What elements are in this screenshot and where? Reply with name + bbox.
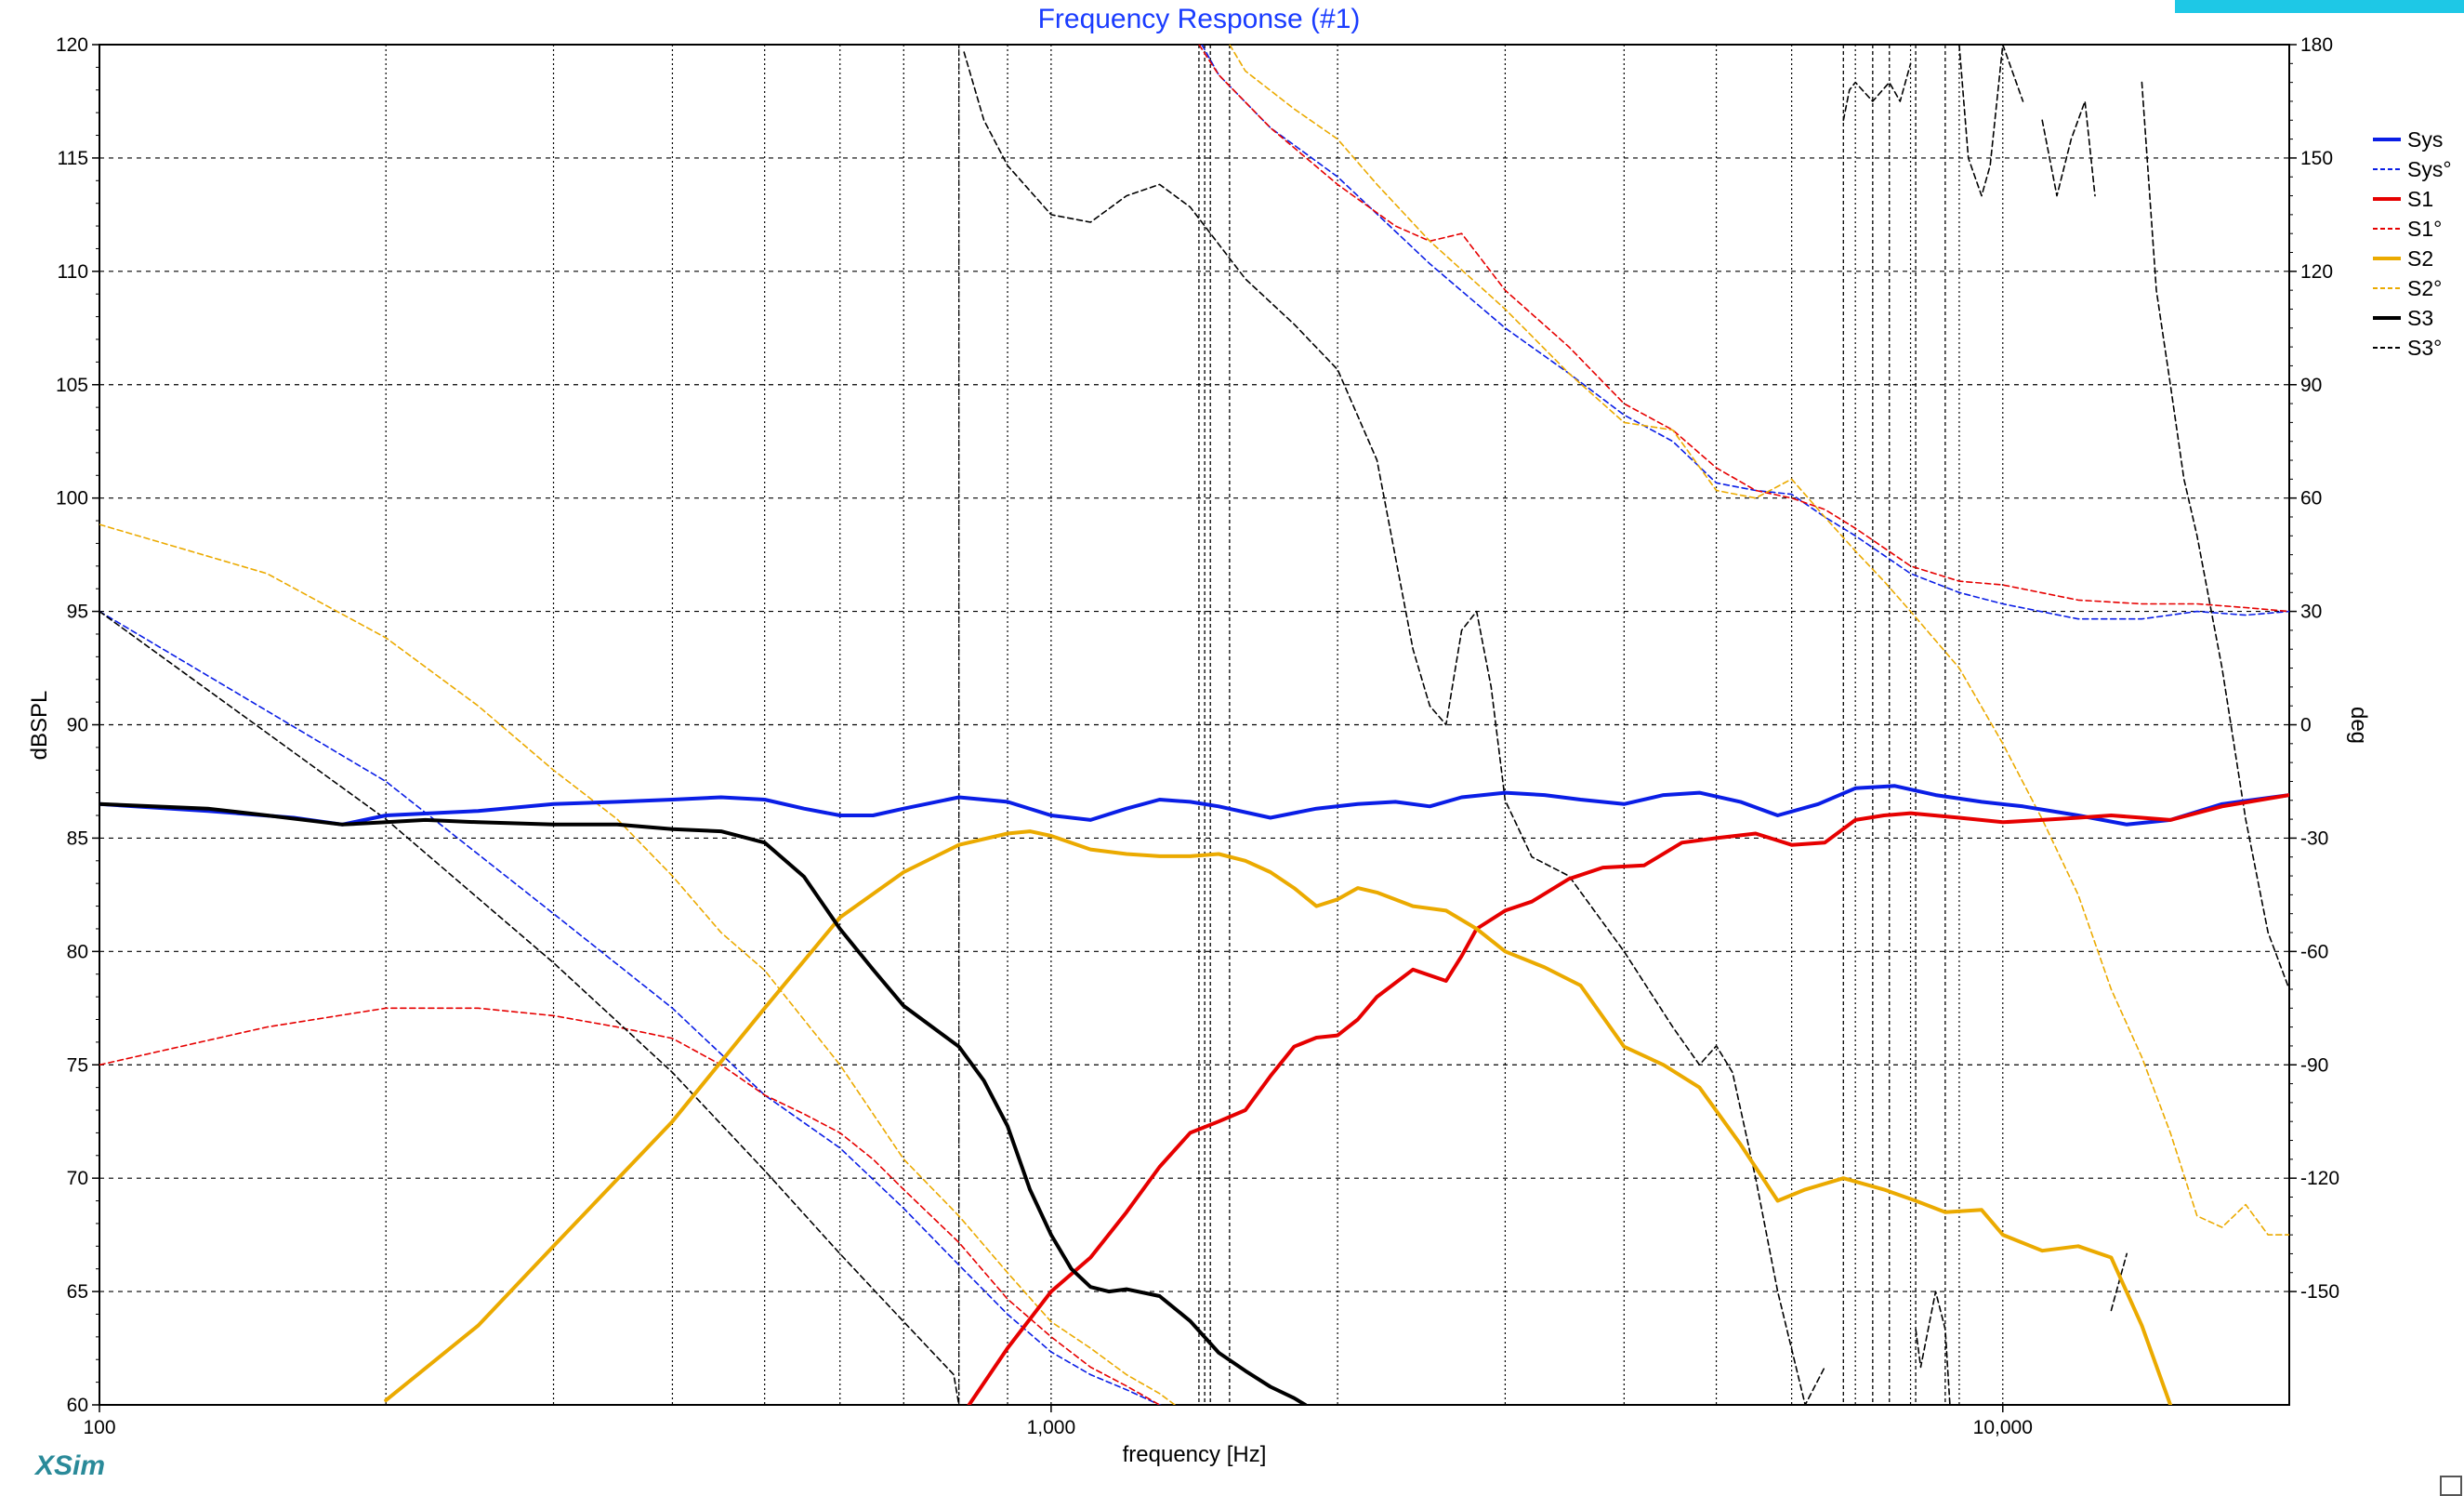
- y-tick-label: 70: [67, 1168, 88, 1189]
- y2-tick-label: 90: [2300, 375, 2322, 396]
- y2-tick-label: 180: [2300, 34, 2333, 56]
- legend-label: S3°: [2407, 336, 2442, 360]
- series-line-s2: [384, 829, 2173, 1405]
- y-axis-left: 60 65 70 75 80 85 90 95 100 105 110 115 120: [56, 34, 99, 1416]
- y2-tick-label: -120: [2300, 1168, 2339, 1189]
- y2-tick-label: 60: [2300, 488, 2322, 510]
- legend-label: Sys: [2407, 127, 2443, 152]
- corner-button[interactable]: [2175, 0, 2464, 13]
- y2-tick-label: -90: [2300, 1054, 2328, 1076]
- y-tick-label: 115: [58, 148, 88, 169]
- series-line-s3-phase: [99, 45, 2289, 1405]
- y2-tick-label: 120: [2300, 261, 2333, 283]
- y-tick-label: 90: [67, 715, 88, 736]
- x-axis-label: frequency [Hz]: [1123, 1442, 1267, 1467]
- series-line-s1: [967, 793, 2289, 1405]
- y2-axis-label: deg: [2346, 707, 2371, 744]
- y-axis-right: 180 150 120 90 60 30 0 -30 -60 -90 -120 -150: [2289, 34, 2339, 1303]
- legend-label: S2°: [2407, 276, 2442, 300]
- series-line-s1-phase: [99, 45, 2289, 1405]
- y2-tick-label: -60: [2300, 941, 2328, 962]
- x-axis: 100 1,000 10,000: [83, 1405, 2033, 1438]
- y-tick-label: 105: [56, 375, 88, 396]
- series-line-s3: [99, 801, 1308, 1405]
- y-tick-label: 60: [67, 1395, 88, 1416]
- app-brand-logo: XSim: [33, 1450, 105, 1481]
- series-line-sys-phase: [99, 45, 2289, 1405]
- y-tick-label: 65: [67, 1281, 88, 1303]
- y-axis-label: dBSPL: [27, 691, 52, 761]
- x-tick-label: 100: [83, 1417, 115, 1438]
- grid: [99, 45, 2289, 1405]
- y-tick-label: 110: [58, 261, 88, 283]
- y2-tick-label: -150: [2300, 1281, 2339, 1303]
- y-tick-label: 100: [56, 488, 88, 510]
- legend-label: S3: [2407, 306, 2433, 330]
- series-line-s2-phase: [99, 45, 2289, 1405]
- y2-tick-label: 0: [2300, 715, 2312, 736]
- plot-area: [99, 45, 2289, 1405]
- legend-label: Sys°: [2407, 157, 2452, 181]
- legend: Sys Sys° S1 S1° S2 S2° S3 S3°: [2373, 127, 2452, 360]
- y-tick-label: 120: [56, 34, 88, 56]
- y-tick-label: 85: [67, 827, 88, 849]
- y2-tick-label: 30: [2300, 602, 2322, 623]
- legend-label: S1: [2407, 187, 2433, 211]
- y-tick-label: 75: [67, 1054, 88, 1076]
- y2-tick-label: 150: [2300, 148, 2333, 169]
- x-tick-label: 10,000: [1973, 1417, 2033, 1438]
- y-tick-label: 80: [67, 941, 88, 962]
- y2-tick-label: -30: [2300, 827, 2328, 849]
- legend-label: S2: [2407, 246, 2433, 271]
- y-tick-label: 95: [67, 602, 88, 623]
- resize-grip[interactable]: [2440, 1476, 2462, 1496]
- chart-title: Frequency Response (#1): [1038, 4, 1361, 34]
- legend-label: S1°: [2407, 217, 2442, 241]
- x-tick-label: 1,000: [1027, 1417, 1076, 1438]
- series-line-sys: [99, 784, 2289, 827]
